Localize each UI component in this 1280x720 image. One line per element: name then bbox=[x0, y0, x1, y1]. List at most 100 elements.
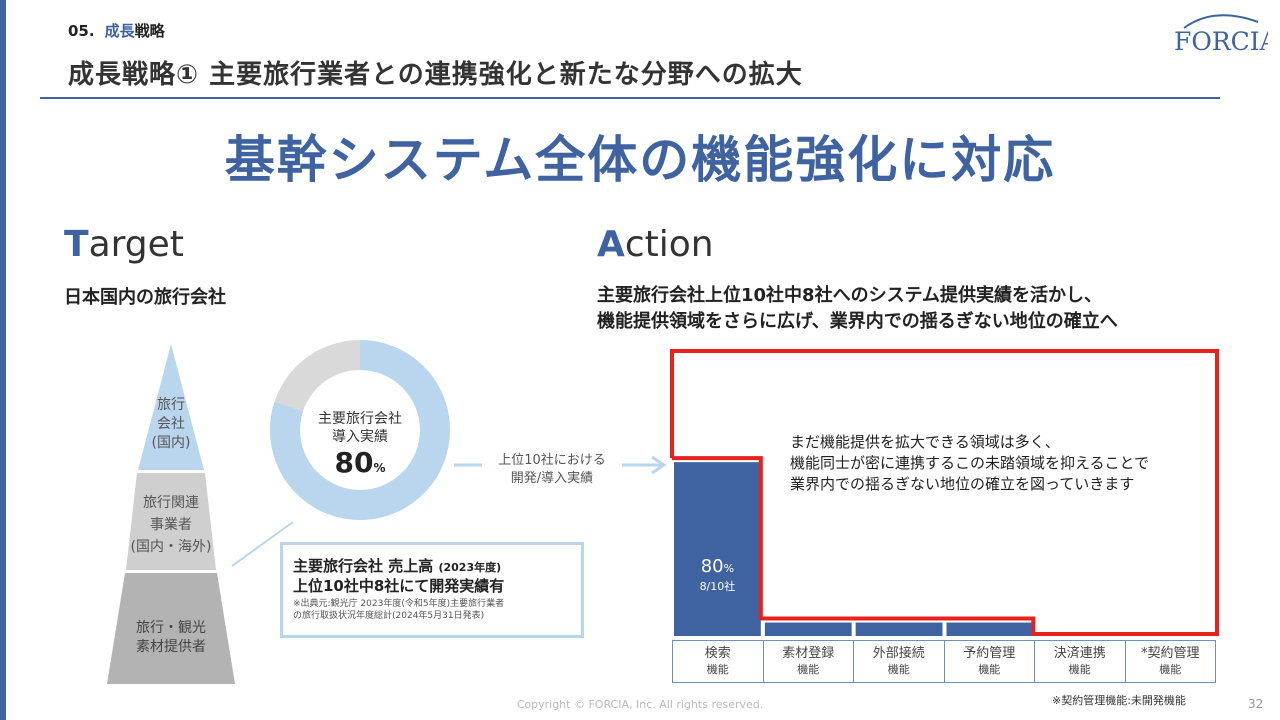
infobox-line2: 上位10社中8社にて開発実績有 bbox=[293, 577, 505, 595]
action-description-line2: 機能提供領域をさらに広げ、業界内での揺るぎない地位の確立へ bbox=[597, 311, 1118, 332]
category-cell-4: 予約管理 機能 bbox=[945, 641, 1035, 682]
bar-3 bbox=[855, 622, 943, 636]
adoption-donut-chart bbox=[270, 340, 450, 520]
target-subtitle: 日本国内の旅行会社 bbox=[64, 287, 226, 308]
category-tag: 機能 bbox=[1159, 663, 1182, 676]
logo-text: FORCIA bbox=[1174, 27, 1268, 56]
infobox-line1-text: 主要旅行会社 売上高 bbox=[293, 557, 434, 575]
action-note-line1: まだ機能提供を拡大できる領域は多く、 bbox=[790, 433, 1060, 451]
bar-label-4: 20% 2/10社 bbox=[947, 645, 1034, 683]
pyramid-label-line: 会社 bbox=[157, 416, 185, 432]
target-heading-rest: arget bbox=[88, 224, 184, 265]
donut-label-line1: 主要旅行会社 bbox=[318, 411, 402, 427]
donut-value: 80% bbox=[268, 446, 452, 485]
target-heading-initial: T bbox=[64, 224, 89, 265]
section-number: 05. bbox=[68, 22, 95, 40]
bar-label-2: 20% 2/10社 bbox=[765, 645, 852, 683]
coverage-bars bbox=[670, 349, 1219, 636]
action-heading-rest: ction bbox=[624, 224, 714, 265]
category-name: 素材登録 bbox=[782, 646, 835, 661]
bar-fraction-label: 2/10社 bbox=[790, 668, 827, 682]
arrow-caption-line1: 上位10社における bbox=[498, 453, 606, 468]
category-cell-1: 検索 機能 bbox=[673, 641, 764, 682]
bar-label-1: 80% 8/10社 bbox=[674, 556, 761, 594]
target-heading: Target bbox=[64, 224, 184, 265]
category-cell-3: 外部接続 機能 bbox=[854, 641, 945, 682]
action-note-line2: 機能同士が密に連携するこの未踏領域を抑えることで bbox=[790, 454, 1150, 472]
category-name: 決済連携 bbox=[1053, 646, 1106, 661]
infobox-year: (2023年度) bbox=[438, 561, 502, 574]
category-tag: 機能 bbox=[978, 663, 1001, 676]
page-number: 32 bbox=[1248, 697, 1264, 711]
bar-value-unit: % bbox=[996, 650, 1007, 664]
category-name: 予約管理 bbox=[963, 646, 1016, 661]
infobox-source-line2: の旅行取扱状況年度総計(2024年5月31日発表) bbox=[293, 611, 485, 621]
action-heading: Action bbox=[597, 224, 714, 265]
donut-value-arc bbox=[270, 340, 450, 520]
category-cell-5: 決済連携 機能 bbox=[1035, 641, 1126, 682]
callout-connector bbox=[231, 521, 294, 567]
page-title: 成長戦略① 主要旅行業者との連携強化と新たな分野への拡大 bbox=[68, 60, 803, 90]
category-name: 外部接続 bbox=[872, 646, 925, 661]
category-tag: 機能 bbox=[797, 663, 820, 676]
bar-value-number: 80 bbox=[700, 556, 724, 578]
donut-center: 主要旅行会社 導入実績 80% bbox=[268, 410, 452, 485]
bar-2 bbox=[764, 622, 852, 636]
forcia-logo: FORCIA bbox=[1174, 14, 1268, 56]
bar-value-number: 20 bbox=[973, 644, 997, 666]
pyramid-label-line: 旅行 bbox=[157, 397, 185, 413]
headline: 基幹システム全体の機能強化に対応 bbox=[224, 131, 1056, 189]
pyramid-label-line: (国内) bbox=[151, 435, 191, 451]
title-divider bbox=[40, 97, 1220, 99]
logo-arc bbox=[1183, 14, 1259, 29]
callout-line bbox=[231, 521, 294, 567]
bar-label-3: 20% 2/10社 bbox=[856, 645, 943, 683]
action-heading-initial: A bbox=[597, 224, 625, 265]
pyramid-tier-middle bbox=[126, 473, 216, 570]
section-label: 05. 成長戦略 bbox=[68, 20, 165, 41]
bar-fraction-label: 2/10社 bbox=[972, 668, 1008, 682]
action-note: まだ機能提供を拡大できる領域は多く、 機能同士が密に連携するこの未踏領域を抑える… bbox=[790, 432, 1149, 495]
pyramid-label-line: 旅行・観光 bbox=[136, 620, 206, 636]
category-tag: 機能 bbox=[887, 663, 910, 676]
infobox-source: ※出典元:観光庁 2023年度(令和5年度)主要旅行業者 の旅行取扱状況年度総計… bbox=[293, 598, 571, 622]
pyramid-tier-top bbox=[138, 344, 204, 470]
action-note-line3: 業界内での揺るぎない地位の確立を図っていきます bbox=[790, 475, 1135, 493]
donut-value-number: 80 bbox=[334, 446, 374, 479]
pyramid-label-line: 旅行関連 bbox=[143, 495, 199, 511]
pyramid-label-top: 旅行 会社 (国内) bbox=[104, 396, 238, 453]
bar-value-label: 80% bbox=[674, 556, 761, 580]
bar-value-number: 20 bbox=[882, 644, 906, 666]
action-description: 主要旅行会社上位10社中8社へのシステム提供実績を活かし、 機能提供領域をさらに… bbox=[597, 283, 1118, 335]
section-name-rest: 戦略 bbox=[134, 22, 165, 40]
unexplored-area-outline bbox=[670, 349, 1219, 636]
pyramid-label-line: (国内・海外) bbox=[130, 539, 212, 555]
bar-value-label: 20% bbox=[856, 645, 943, 669]
bar-value-label: 20% bbox=[947, 645, 1034, 669]
left-accent-bar bbox=[0, 0, 6, 720]
bar-value-number: 20 bbox=[791, 644, 815, 666]
bar-value-unit: % bbox=[814, 650, 825, 664]
bar-value-unit: % bbox=[723, 562, 735, 576]
donut-value-unit: % bbox=[373, 461, 386, 475]
category-name: 検索 bbox=[704, 646, 731, 661]
action-description-line1: 主要旅行会社上位10社中8社へのシステム提供実績を活かし、 bbox=[597, 285, 1103, 306]
arrow-caption: 上位10社における 開発/導入実績 bbox=[482, 452, 622, 488]
function-coverage-chart: 80% 8/10社 20% 2/10社 20% 2/10社 20% 2/10社 bbox=[670, 348, 1230, 682]
pyramid-shape bbox=[107, 344, 235, 684]
arrow-caption-line2: 開発/導入実績 bbox=[510, 471, 594, 486]
footnote: ※契約管理機能:未開発機能 bbox=[1052, 694, 1186, 707]
bar-value-unit: % bbox=[905, 650, 916, 664]
sales-info-box: 主要旅行会社 売上高 (2023年度) 上位10社中8社にて開発実績有 ※出典元… bbox=[280, 542, 584, 638]
section-name-accent: 成長 bbox=[104, 22, 135, 40]
function-category-row: 検索 機能 素材登録 機能 外部接続 機能 予約管理 機能 決済連携 機能 *契約管理 機能 bbox=[672, 640, 1216, 683]
bar-fraction-label: 2/10社 bbox=[881, 668, 917, 682]
category-tag: 機能 bbox=[706, 663, 729, 676]
bar-fraction-label: 8/10社 bbox=[699, 580, 736, 594]
pyramid-label-line: 事業者 bbox=[150, 517, 192, 533]
bar-1 bbox=[674, 462, 761, 636]
infobox-line1: 主要旅行会社 売上高 (2023年度) bbox=[293, 557, 571, 577]
market-pyramid: 旅行 会社 (国内) 旅行関連 事業者 (国内・海外) 旅行・観光 素材提供者 bbox=[104, 344, 238, 684]
pyramid-label-line: 素材提供者 bbox=[136, 639, 206, 655]
copyright: Copyright © FORCIA, Inc. All rights rese… bbox=[516, 698, 764, 711]
